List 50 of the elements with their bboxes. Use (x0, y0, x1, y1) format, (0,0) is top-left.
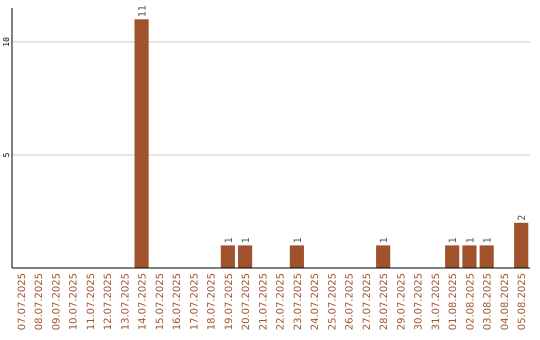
x-tick-label: 25.07.2025 (327, 273, 338, 330)
x-tick-label: 29.07.2025 (396, 273, 408, 330)
data-label: 2 (517, 214, 528, 221)
x-tick-label: 15.07.2025 (154, 273, 166, 330)
data-label: 1 (224, 237, 235, 244)
x-tick-label: 26.07.2025 (344, 273, 356, 330)
bar (134, 19, 149, 268)
x-tick-label: 13.07.2025 (120, 273, 132, 330)
x-tick-label: 28.07.2025 (379, 273, 390, 330)
x-tick-label: 27.07.2025 (362, 273, 373, 330)
data-label: 1 (448, 237, 460, 244)
data-label: 1 (241, 237, 252, 244)
x-tick-label: 10.07.2025 (68, 273, 80, 330)
x-tick-label: 16.07.2025 (172, 273, 184, 330)
x-tick-label: 22.07.2025 (276, 273, 287, 330)
x-tick-label: 24.07.2025 (310, 273, 322, 330)
x-tick-label: 18.07.2025 (206, 273, 218, 330)
bar (480, 245, 494, 268)
bar (238, 245, 252, 268)
x-tick-label: 03.08.2025 (482, 273, 494, 330)
x-tick-label: 19.07.2025 (224, 273, 235, 330)
y-tick-label: 5 (2, 152, 11, 158)
data-label: 11 (138, 5, 149, 18)
x-tick-label: 31.07.2025 (430, 273, 442, 330)
x-tick-label: 30.07.2025 (414, 273, 425, 330)
bar (376, 245, 390, 268)
x-tick-label: 05.08.2025 (517, 273, 528, 330)
bar (462, 245, 477, 268)
x-tick-label: 11.07.2025 (86, 273, 97, 330)
x-tick-label: 21.07.2025 (258, 273, 270, 330)
x-tick-label: 02.08.2025 (465, 273, 476, 330)
x-tick-label: 08.07.2025 (34, 273, 46, 330)
bar (445, 245, 460, 268)
x-tick-label: 07.07.2025 (16, 273, 28, 330)
bar (514, 222, 528, 268)
x-tick-label: 04.08.2025 (500, 273, 511, 330)
x-tick-label: 09.07.2025 (51, 273, 62, 330)
x-tick-label: 01.08.2025 (448, 273, 460, 330)
y-tick-label: 10 (2, 36, 11, 47)
data-label: 1 (379, 237, 390, 244)
x-tick-label: 20.07.2025 (241, 273, 252, 330)
x-tick-label: 17.07.2025 (189, 273, 200, 330)
bar (290, 245, 304, 268)
data-label: 1 (482, 237, 494, 244)
bar (220, 245, 235, 268)
x-tick-label: 12.07.2025 (103, 273, 114, 330)
x-tick-label: 23.07.2025 (292, 273, 304, 330)
x-tick-label: 14.07.2025 (138, 273, 149, 330)
data-label: 1 (465, 237, 476, 244)
data-label: 1 (292, 237, 304, 244)
